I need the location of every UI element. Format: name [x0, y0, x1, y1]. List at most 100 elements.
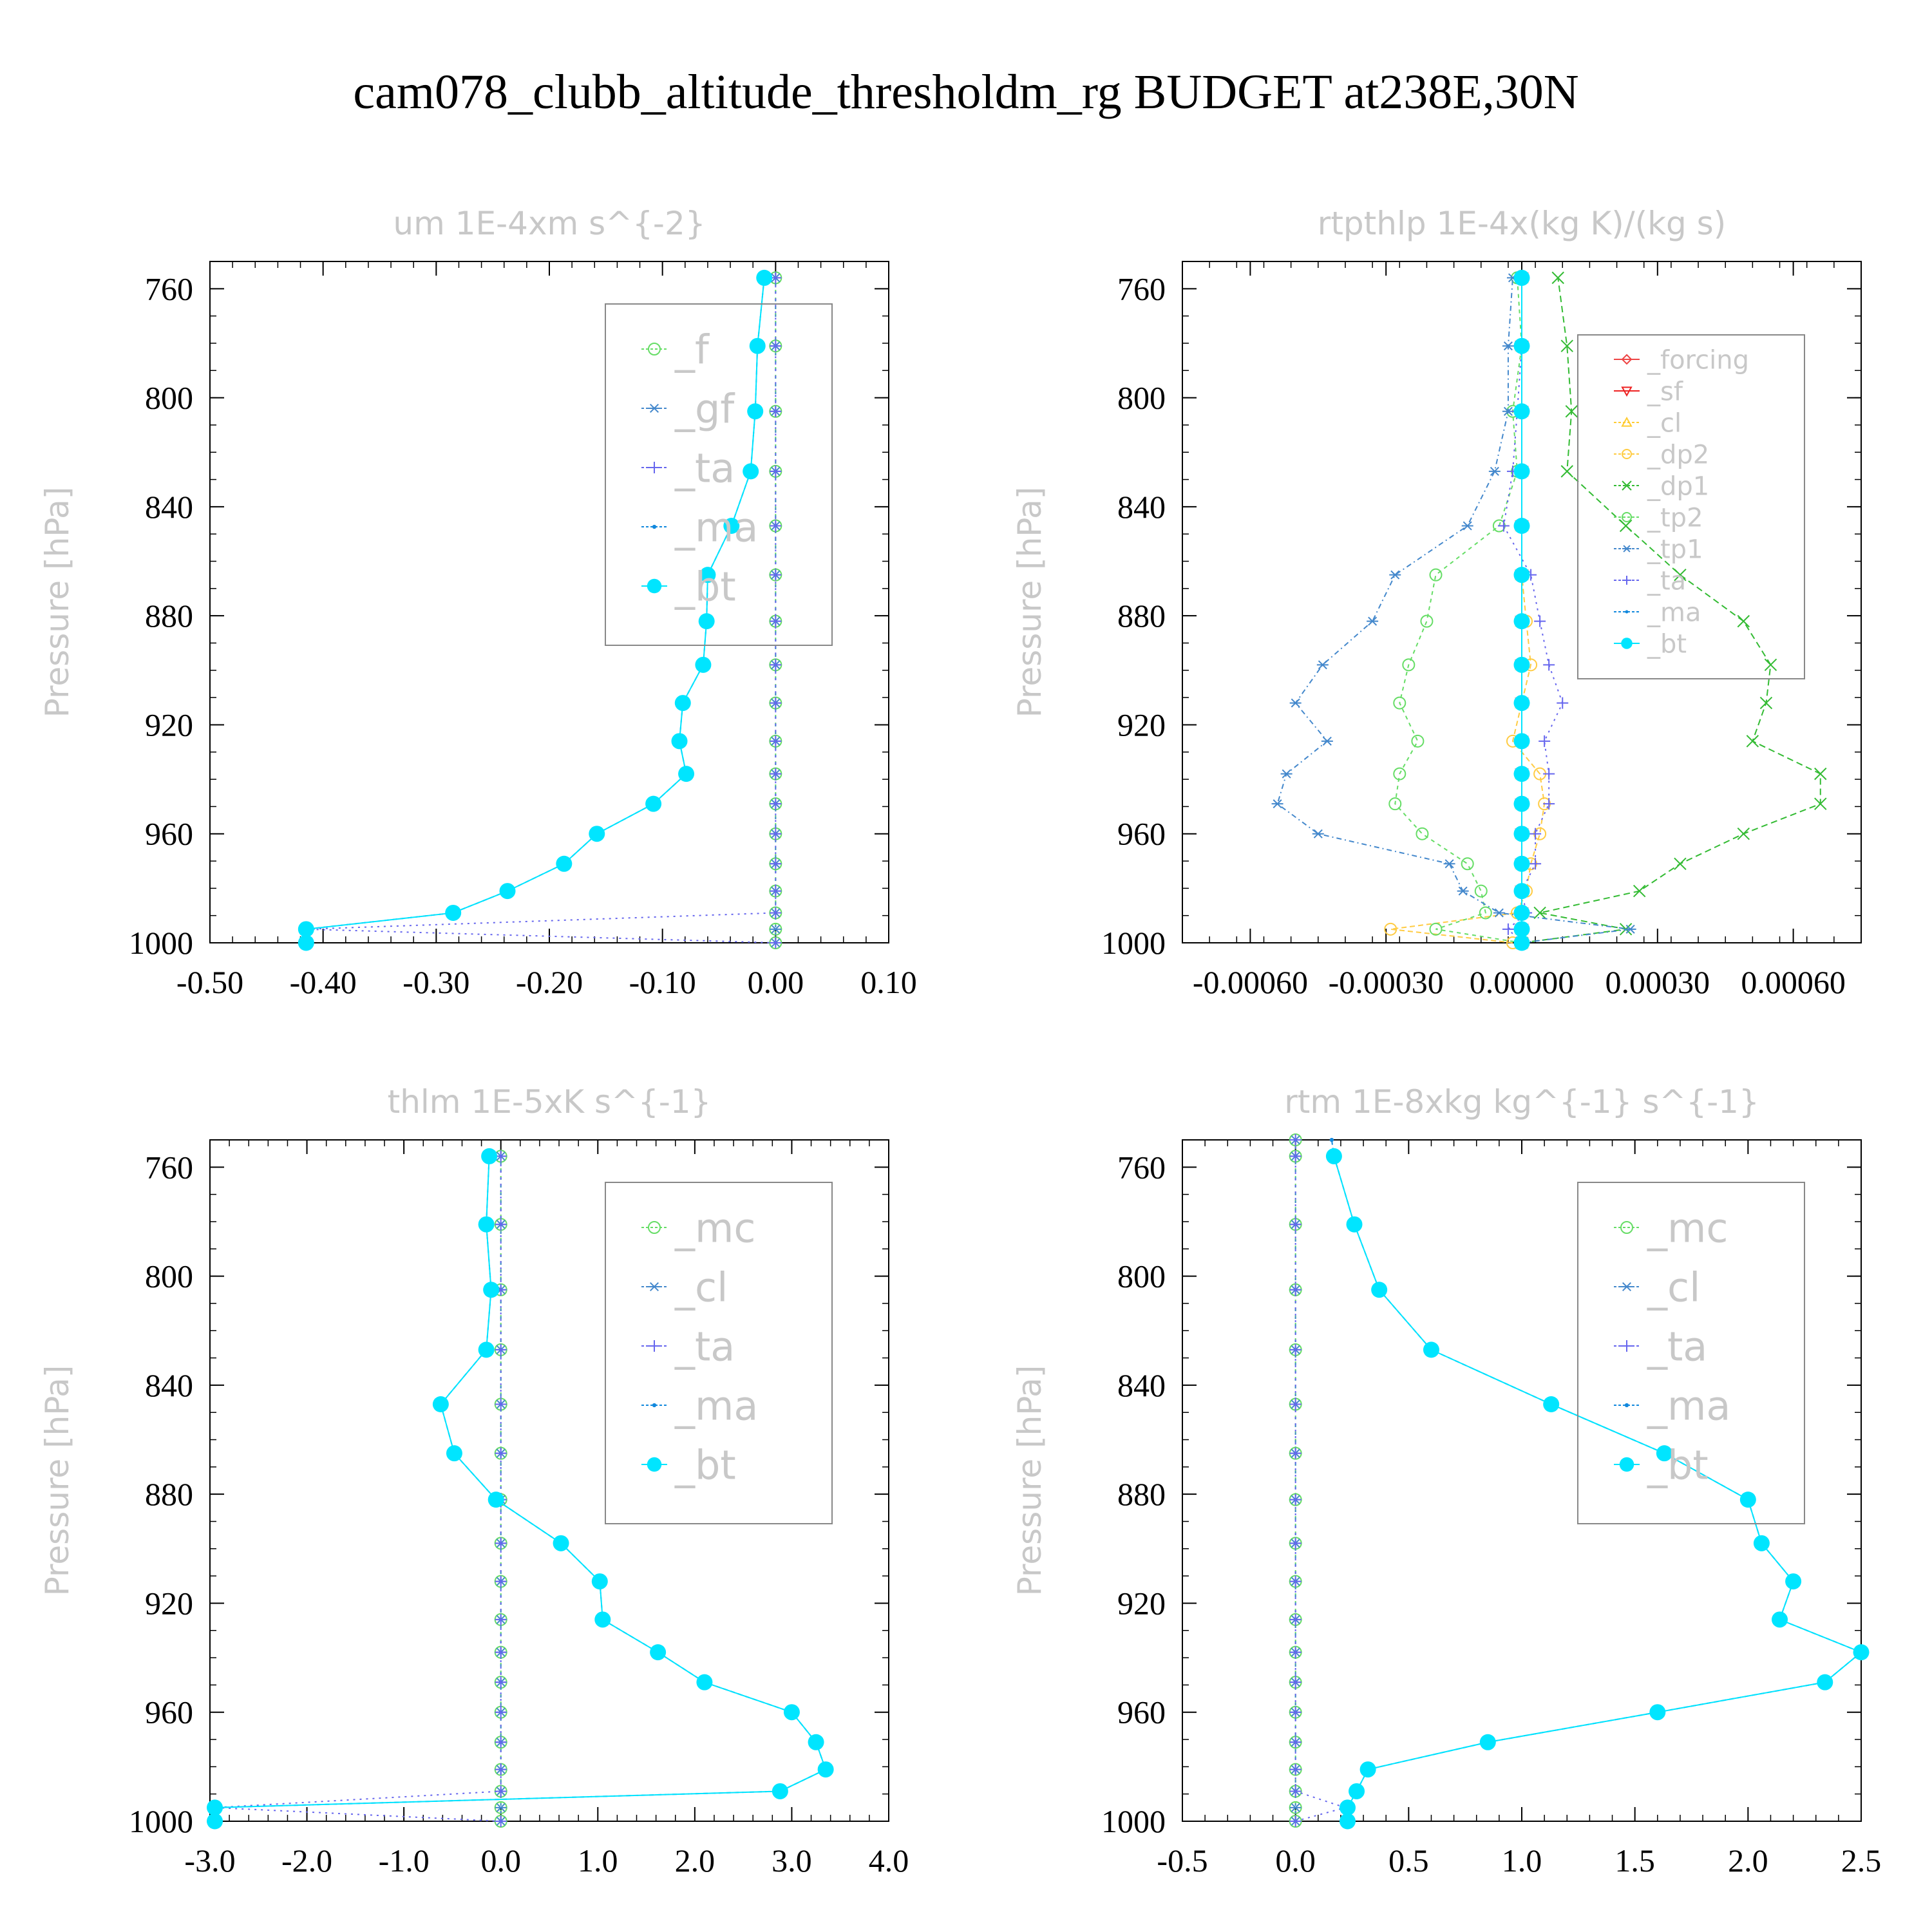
data-point	[1289, 1398, 1302, 1410]
data-area	[298, 269, 782, 951]
data-point	[445, 904, 462, 921]
data-point	[749, 337, 766, 354]
data-point	[1289, 1785, 1302, 1797]
legend-item: _gf	[641, 385, 735, 432]
series-line	[305, 278, 765, 943]
data-point	[1393, 696, 1406, 710]
data-point	[1289, 1283, 1302, 1296]
data-point	[650, 1644, 667, 1661]
data-point	[695, 656, 712, 673]
legend-item: _ta	[641, 1323, 735, 1370]
data-point	[553, 1535, 569, 1551]
series-cl	[495, 1151, 507, 1826]
data-point	[1339, 1799, 1356, 1816]
legend-label: _ma	[1647, 1382, 1730, 1429]
data-point	[207, 1813, 223, 1830]
legend-label: _cl	[1647, 408, 1681, 438]
data-point	[770, 937, 782, 949]
series-line	[1276, 278, 1631, 943]
legend-label: _mc	[1647, 1204, 1728, 1251]
panel-title: um 1E-4xm s^{-2}	[393, 205, 705, 242]
y-tick-label: 960	[145, 816, 193, 852]
data-point	[1513, 403, 1530, 420]
legend-item: _cl	[1614, 408, 1681, 438]
data-point	[1534, 615, 1546, 627]
legend-item: _bt	[641, 563, 736, 610]
legend-label: _dp2	[1647, 440, 1709, 469]
y-tick-label: 800	[1117, 1258, 1166, 1294]
data-point	[1560, 339, 1573, 352]
data-point	[1759, 696, 1773, 710]
data-point	[207, 1799, 223, 1816]
x-tick-label: -1.0	[379, 1842, 430, 1879]
legend-item: _forcing	[1614, 345, 1749, 375]
legend-label: _mc	[674, 1204, 755, 1251]
legend-label: _tp2	[1647, 503, 1703, 533]
legend: _mc _cl _ta _ma _bt	[605, 1182, 833, 1524]
data-point	[696, 1674, 713, 1690]
x-tick-label: -0.10	[629, 964, 696, 1000]
data-point	[589, 826, 605, 842]
data-point	[1539, 735, 1551, 747]
legend-item: _sf	[1614, 377, 1683, 406]
data-point	[1543, 1396, 1560, 1413]
legend-box	[605, 303, 833, 646]
data-point	[723, 518, 740, 535]
data-point	[1367, 616, 1379, 626]
panel-title: rtpthlp 1E-4x(kg K)/(kg s)	[1318, 205, 1726, 242]
data-point	[1513, 826, 1530, 842]
legend-item: _ma	[641, 504, 758, 551]
x-tick-label: 0.0	[480, 1842, 521, 1879]
legend-label: _forcing	[1647, 345, 1749, 375]
data-point	[1513, 855, 1530, 872]
data-point	[488, 1492, 504, 1508]
y-tick-label: 760	[145, 270, 193, 307]
data-point	[674, 695, 691, 712]
data-point	[1461, 857, 1474, 871]
data-point	[1402, 658, 1416, 672]
data-point	[1656, 1445, 1672, 1462]
data-point	[1513, 613, 1530, 630]
data-point	[817, 1761, 834, 1778]
legend-label: _ta	[1647, 1323, 1707, 1370]
data-point	[1416, 827, 1429, 840]
legend-item: _ta	[1614, 1323, 1707, 1370]
series-line	[1502, 278, 1564, 943]
legend-item: _bt	[641, 1441, 736, 1488]
data-point	[1289, 1646, 1302, 1658]
legend-label: _cl	[674, 1264, 728, 1311]
series-line	[1331, 1139, 1862, 1821]
data-point	[478, 1216, 495, 1233]
data-point	[495, 1218, 507, 1231]
data-point	[1289, 1803, 1302, 1812]
panel-title: rtm 1E-8xkg kg^{-1} s^{-1}	[1284, 1083, 1759, 1121]
series-line	[214, 1156, 827, 1821]
data-point	[1289, 1493, 1302, 1506]
data-point	[495, 1706, 507, 1718]
data-point	[1513, 795, 1530, 812]
data-point	[1513, 921, 1530, 938]
data-point	[1513, 567, 1530, 583]
x-tick-label: 0.00030	[1605, 964, 1710, 1000]
data-point	[1312, 829, 1324, 838]
data-point	[1289, 1150, 1302, 1162]
series-tp1	[1271, 273, 1636, 948]
data-point	[1289, 1736, 1302, 1748]
data-point	[1502, 341, 1514, 351]
legend-label: _bt	[1647, 1441, 1709, 1488]
y-tick-label: 760	[145, 1149, 193, 1185]
legend-item: _ma	[1614, 1382, 1730, 1429]
data-point	[1513, 766, 1530, 782]
data-point	[495, 1447, 507, 1459]
legend-label: _ta	[1647, 566, 1686, 596]
legend-label: _f	[674, 326, 710, 373]
data-point	[1737, 614, 1750, 628]
data-area	[1271, 269, 1827, 951]
data-point	[770, 735, 782, 747]
series-line	[214, 1156, 502, 1822]
y-tick-label: 880	[1117, 598, 1166, 634]
series-line	[305, 278, 765, 943]
data-point	[770, 697, 782, 709]
data-point	[770, 858, 782, 870]
data-point	[1753, 1535, 1770, 1551]
